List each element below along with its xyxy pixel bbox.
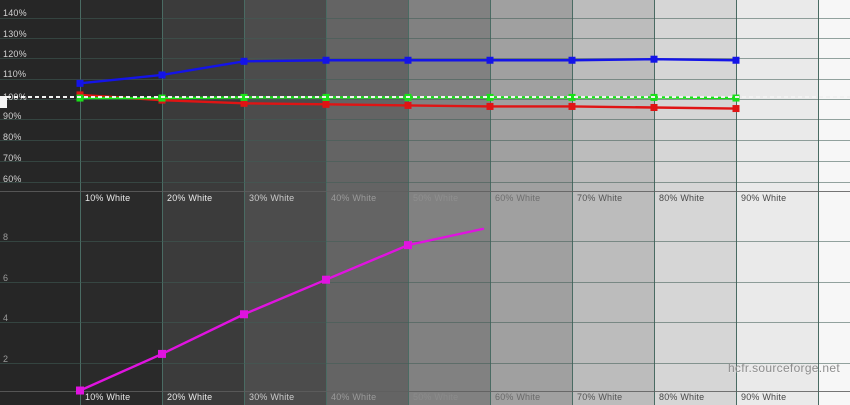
x-tick-lower-90: 90% White xyxy=(741,392,787,402)
y-tick-60: 60% xyxy=(3,174,22,184)
y-tick-gamma-6: 6 xyxy=(3,273,9,283)
data-point-marker xyxy=(404,56,412,64)
y-tick-gamma-4: 4 xyxy=(3,313,9,323)
x-tick-upper-50: 50% White xyxy=(413,193,459,203)
data-point-marker xyxy=(76,79,84,87)
data-point-marker xyxy=(158,349,166,358)
y-axis-gutter xyxy=(0,0,80,405)
x-tick-upper-40: 40% White xyxy=(331,193,377,203)
data-point-marker xyxy=(568,56,576,64)
data-point-marker xyxy=(322,100,330,108)
x-tick-lower-70: 70% White xyxy=(577,392,623,402)
data-point-marker xyxy=(76,386,84,395)
data-point-marker xyxy=(240,310,248,319)
x-tick-upper-30: 30% White xyxy=(249,193,295,203)
data-point-marker xyxy=(158,71,166,79)
data-point-marker xyxy=(322,275,330,284)
x-tick-lower-60: 60% White xyxy=(495,392,541,402)
x-tick-lower-20: 20% White xyxy=(167,392,213,402)
data-point-marker xyxy=(568,102,576,110)
data-point-marker xyxy=(650,104,658,111)
watermark: hcfr.sourceforge.net xyxy=(727,361,840,375)
x-tick-lower-40: 40% White xyxy=(331,392,377,402)
x-tick-upper-10: 10% White xyxy=(85,193,131,203)
data-point-marker xyxy=(240,99,248,107)
data-point-marker xyxy=(322,56,330,64)
data-point-marker xyxy=(322,93,330,101)
x-tick-lower-80: 80% White xyxy=(659,392,705,402)
data-point-marker xyxy=(404,101,412,109)
y-tick-gamma-2: 2 xyxy=(3,354,9,364)
data-point-marker xyxy=(486,102,494,110)
y-tick-gamma-8: 8 xyxy=(3,232,9,242)
data-point-marker xyxy=(650,55,658,63)
data-point-marker xyxy=(158,94,166,102)
y-tick-140: 140% xyxy=(3,8,27,18)
data-point-marker xyxy=(732,56,740,64)
data-point-marker xyxy=(486,56,494,64)
x-tick-upper-20: 20% White xyxy=(167,193,213,203)
x-tick-lower-50: 50% White xyxy=(413,392,459,402)
data-point-marker xyxy=(732,94,740,102)
data-point-marker xyxy=(568,93,576,101)
x-tick-lower-30: 30% White xyxy=(249,392,295,402)
data-point-marker xyxy=(404,241,412,250)
data-point-marker xyxy=(76,94,84,102)
x-tick-lower-10: 10% White xyxy=(85,392,131,402)
reference-level-marker xyxy=(0,96,7,108)
y-tick-120: 120% xyxy=(3,49,27,59)
x-tick-upper-80: 80% White xyxy=(659,193,705,203)
data-point-marker xyxy=(732,105,740,113)
y-tick-70: 70% xyxy=(3,153,22,163)
y-tick-110: 110% xyxy=(3,69,27,79)
x-tick-upper-70: 70% White xyxy=(577,193,623,203)
data-point-marker xyxy=(240,57,248,65)
y-tick-90: 90% xyxy=(3,111,22,121)
x-tick-upper-60: 60% White xyxy=(495,193,541,203)
y-tick-80: 80% xyxy=(3,132,22,142)
data-point-marker xyxy=(240,93,248,101)
series-line xyxy=(78,227,485,392)
x-tick-upper-90: 90% White xyxy=(741,193,787,203)
y-tick-130: 130% xyxy=(3,29,27,39)
